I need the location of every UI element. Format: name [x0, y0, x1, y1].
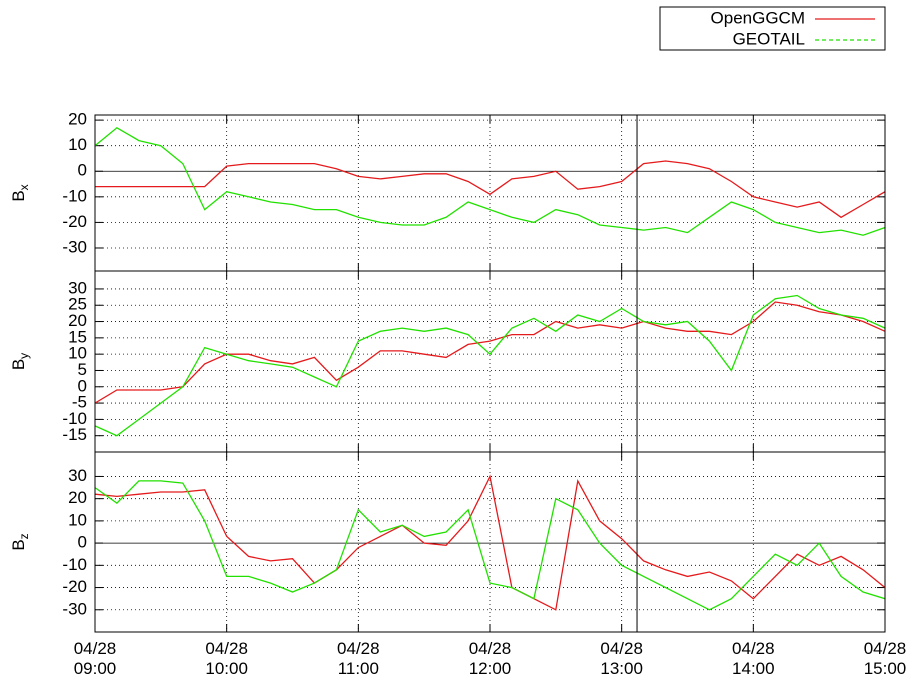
plot-frame	[94, 451, 886, 633]
y-tick-label: 5	[78, 360, 87, 379]
y-tick-label: -5	[72, 393, 87, 412]
y-tick-label: 10	[68, 510, 87, 529]
y-axis-label-sub: x	[17, 184, 31, 190]
y-tick-label: -30	[62, 237, 87, 256]
plot-frame	[94, 270, 886, 453]
x-tick-label: 04/28 15:00	[864, 639, 907, 678]
y-axis-label: Bx	[9, 184, 31, 201]
y-tick-label: 10	[68, 135, 87, 154]
y-tick-label: -10	[62, 409, 87, 428]
y-tick-label: -30	[62, 599, 87, 618]
y-tick-label: -20	[62, 577, 87, 596]
y-axis-label-sub: y	[17, 353, 31, 359]
y-tick-label: 10	[68, 344, 87, 363]
y-axis-label-base: B	[9, 359, 28, 370]
y-tick-label: -20	[62, 212, 87, 231]
legend-label: GEOTAIL	[733, 29, 805, 48]
y-tick-label: 0	[78, 376, 87, 395]
legend-box	[659, 6, 886, 51]
x-tick-label: 04/28 12:00	[469, 639, 512, 678]
y-axis-label-sub: z	[17, 533, 31, 539]
y-axis-label: Bz	[9, 533, 31, 550]
y-tick-label: 30	[68, 466, 87, 485]
y-tick-label: 0	[78, 161, 87, 180]
y-tick-label: 15	[68, 327, 87, 346]
y-tick-label: -15	[62, 425, 87, 444]
y-tick-label: -10	[62, 555, 87, 574]
data-line	[95, 474, 885, 611]
data-line	[95, 160, 885, 219]
y-axis-label-base: B	[9, 539, 28, 550]
data-line	[95, 480, 885, 611]
y-axis-label-base: B	[9, 190, 28, 201]
x-tick-label: 04/28 09:00	[74, 639, 117, 678]
y-tick-label: 30	[68, 278, 87, 297]
x-tick-label: 04/28 10:00	[205, 639, 248, 678]
data-line	[95, 294, 885, 437]
x-tick-label: 04/28 13:00	[600, 639, 643, 678]
legend-label: OpenGGCM	[711, 8, 805, 27]
y-tick-label: 25	[68, 295, 87, 314]
x-tick-label: 04/28 11:00	[337, 639, 380, 678]
data-line	[95, 127, 885, 236]
y-tick-label: 0	[78, 533, 87, 552]
y-tick-label: 20	[68, 488, 87, 507]
y-tick-label: 20	[68, 110, 87, 129]
y-tick-label: -10	[62, 186, 87, 205]
x-tick-label: 04/28 14:00	[732, 639, 775, 678]
y-axis-label: By	[9, 353, 31, 370]
y-tick-label: 20	[68, 311, 87, 330]
